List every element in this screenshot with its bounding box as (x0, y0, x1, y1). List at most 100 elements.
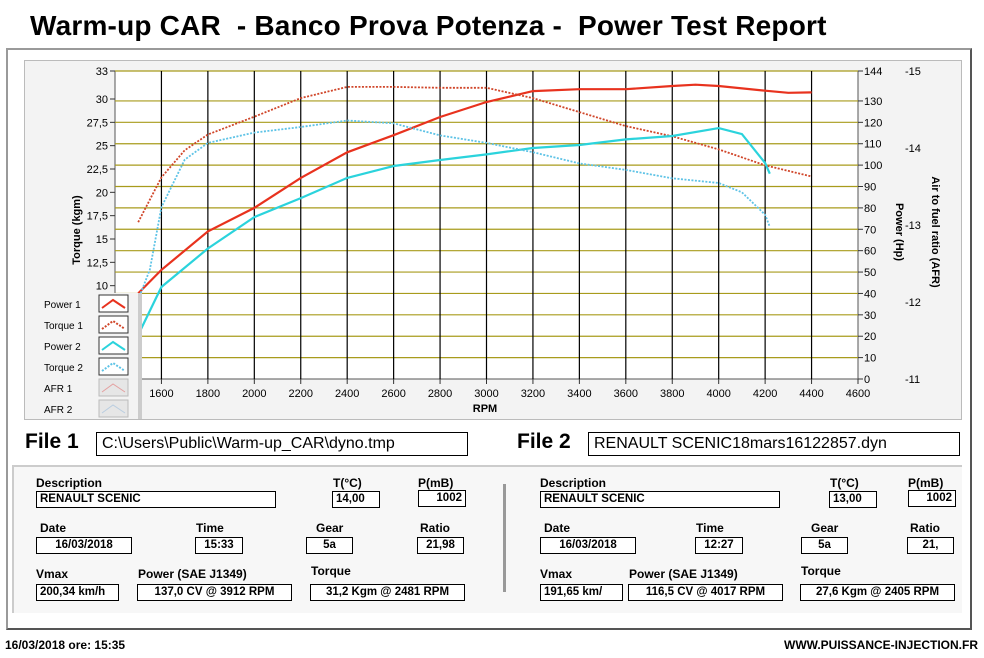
report-title: Warm-up CAR - Banco Prova Potenza - Powe… (30, 10, 827, 41)
file1-pressure-field[interactable]: 1002 (418, 490, 466, 507)
file2-temp-label: T(°C) (830, 476, 859, 490)
file1-ratio-field[interactable]: 21,98 (417, 537, 464, 554)
left-tick-label: 10 (96, 281, 108, 293)
x-tick-label: 1600 (149, 388, 173, 400)
afr-tick-label: -11 (905, 374, 920, 386)
file2-description-label: Description (540, 476, 607, 490)
legend-swatch (98, 294, 129, 313)
y-axis-afr-label: Air to fuel ratio (AFR) (929, 176, 941, 288)
afr-tick-label: -14 (905, 143, 921, 155)
file1-pressure-label: P(mB) (418, 476, 454, 490)
x-tick-label: 2800 (428, 388, 452, 400)
file2-power-label: Power (SAE J1349) (629, 567, 738, 581)
file1-vmax-field[interactable]: 200,34 km/h (36, 584, 119, 601)
x-tick-label: 3200 (521, 388, 545, 400)
right-tick-label: 60 (864, 246, 876, 258)
left-tick-label: 15 (96, 234, 108, 246)
file1-date-label: Date (40, 521, 67, 535)
x-tick-label: 4000 (706, 388, 730, 400)
file1-time-field[interactable]: 15:33 (195, 537, 243, 554)
left-tick-label: 25 (96, 141, 108, 153)
file1-power-label: Power (SAE J1349) (138, 567, 247, 581)
file1-temp-label: T(°C) (333, 476, 362, 490)
file1-time-label: Time (196, 521, 224, 535)
right-tick-label: 100 (864, 160, 882, 172)
x-tick-label: 4600 (846, 388, 870, 400)
file2-vmax-field[interactable]: 191,65 km/ (540, 584, 623, 601)
x-tick-label: 1800 (196, 388, 220, 400)
file2-torque-field[interactable]: 27,6 Kgm @ 2405 RPM (800, 584, 955, 601)
right-tick-label: 20 (864, 331, 876, 343)
legend-swatch (98, 378, 129, 397)
x-tick-label: 2200 (289, 388, 313, 400)
file2-gear-field[interactable]: 5a (801, 537, 848, 554)
right-tick-label: 120 (864, 117, 882, 129)
report-frame (6, 48, 972, 630)
left-tick-label: 33 (96, 66, 108, 78)
legend-label: Torque 1 (44, 321, 83, 332)
legend-swatch (98, 315, 129, 334)
panel-separator (503, 484, 506, 592)
file2-date-field[interactable]: 16/03/2018 (540, 537, 636, 554)
file1-path-field[interactable]: C:\Users\Public\Warm-up_CAR\dyno.tmp (96, 432, 468, 456)
left-tick-label: 22,5 (87, 164, 108, 176)
file1-description-label: Description (36, 476, 103, 490)
file1-power-field[interactable]: 137,0 CV @ 3912 RPM (137, 584, 292, 601)
legend-line (101, 340, 126, 351)
x-tick-label: 3400 (567, 388, 591, 400)
right-tick-label: 70 (864, 224, 876, 236)
file2-pressure-label: P(mB) (908, 476, 944, 490)
afr-tick-label: -12 (905, 297, 921, 309)
file1-description-field[interactable]: RENAULT SCENIC (36, 491, 276, 508)
file1-temp-field[interactable]: 14,00 (332, 491, 380, 508)
left-tick-label: 27,5 (87, 117, 108, 129)
file2-label: File 2 (517, 430, 571, 453)
file1-ratio-label: Ratio (420, 521, 450, 535)
legend-line (101, 319, 126, 330)
file2-power-field[interactable]: 116,5 CV @ 4017 RPM (628, 584, 783, 601)
file1-torque-field[interactable]: 31,2 Kgm @ 2481 RPM (310, 584, 465, 601)
legend-label: Power 1 (44, 300, 81, 311)
right-tick-label: 50 (864, 267, 876, 279)
series-power-1 (137, 83, 812, 295)
file1-date-field[interactable]: 16/03/2018 (36, 537, 132, 554)
legend-line (101, 383, 126, 393)
x-tick-label: 3000 (474, 388, 498, 400)
x-tick-label: 2000 (242, 388, 266, 400)
file2-ratio-field[interactable]: 21, (907, 537, 954, 554)
file1-torque-label: Torque (311, 564, 351, 578)
right-tick-label: 30 (864, 310, 876, 322)
file2-description-field[interactable]: RENAULT SCENIC (540, 491, 780, 508)
legend-label: Torque 2 (44, 363, 83, 374)
legend-swatch (98, 336, 129, 355)
file2-gear-label: Gear (811, 521, 839, 535)
left-tick-label: 30 (96, 94, 108, 106)
file2-time-field[interactable]: 12:27 (695, 537, 743, 554)
y-axis-right-label: Power (Hp) (893, 203, 905, 261)
series-torque-2 (137, 119, 771, 301)
x-tick-label: 4400 (799, 388, 823, 400)
legend-swatch (98, 357, 129, 376)
right-tick-label: 110 (864, 139, 882, 151)
right-tick-label: 0 (864, 374, 870, 386)
file2-pressure-field[interactable]: 1002 (908, 490, 956, 507)
file2-temp-field[interactable]: 13,00 (829, 491, 877, 508)
legend-label: Power 2 (44, 342, 81, 353)
chart-legend: Power 1 Torque 1 Power 2 Torque 2 AFR 1 AFR 2 (26, 293, 142, 419)
right-tick-label: 144 (864, 66, 882, 78)
file1-gear-field[interactable]: 5a (306, 537, 353, 554)
file2-ratio-label: Ratio (910, 521, 940, 535)
series-power-2 (137, 126, 771, 336)
file2-path-field[interactable]: RENAULT SCENIC18mars16122857.dyn (588, 432, 960, 456)
file1-label: File 1 (25, 430, 79, 453)
x-tick-label: 3800 (660, 388, 684, 400)
legend-line (101, 361, 126, 372)
x-tick-label: 3600 (614, 388, 638, 400)
file2-time-label: Time (696, 521, 724, 535)
afr-tick-label: -15 (905, 66, 921, 78)
right-tick-label: 40 (864, 288, 876, 300)
left-tick-label: 12,5 (87, 257, 108, 269)
dyno-chart: 0 10 20 30 40 50 60 70 80 90 100 110 120 130 144 1600 18… (26, 66, 941, 419)
footer-url: WWW.PUISSANCE-INJECTION.FR (784, 638, 978, 652)
file1-vmax-label: Vmax (36, 567, 69, 581)
